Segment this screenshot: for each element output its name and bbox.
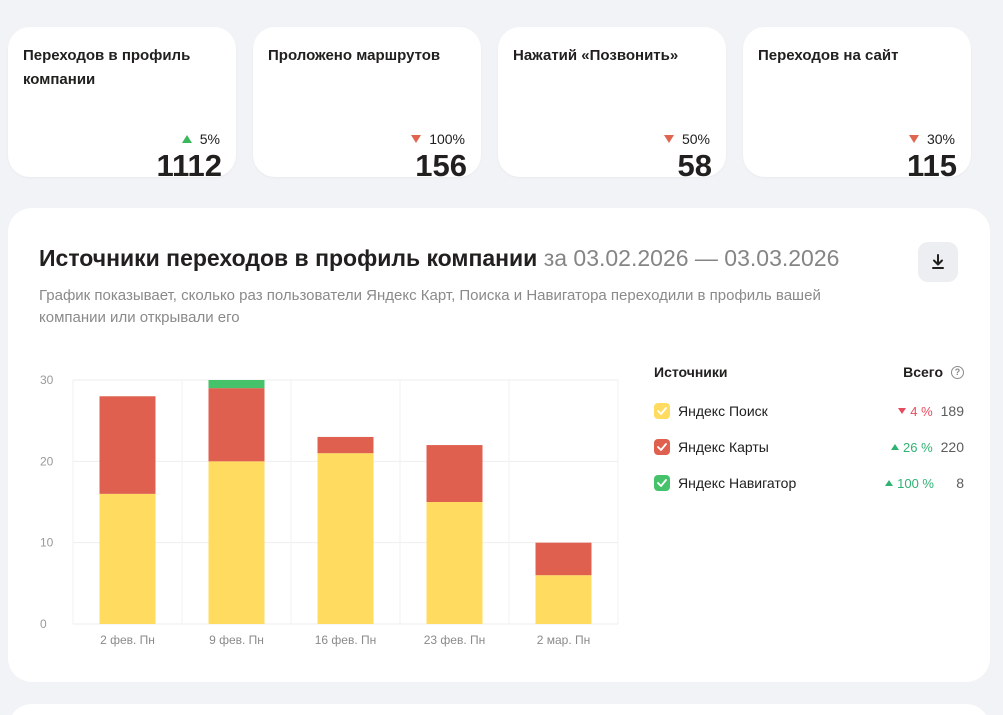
- arrow-down-icon: [898, 408, 907, 414]
- legend-item[interactable]: Яндекс Карты 26 % 220: [654, 429, 964, 465]
- legend-item-label: Яндекс Поиск: [678, 403, 768, 419]
- stat-card-title: Проложено маршрутов: [268, 47, 441, 64]
- y-tick-label: 20: [40, 454, 54, 468]
- panel-title: Источники переходов в профиль компании з…: [39, 243, 839, 273]
- panel-period: за 03.02.2026 — 03.03.2026: [543, 245, 840, 271]
- legend-item[interactable]: Яндекс Поиск 4 % 189: [654, 393, 964, 429]
- x-tick-label: 23 фев. Пн: [424, 633, 486, 647]
- legend-item-label: Яндекс Карты: [678, 439, 769, 455]
- stat-card-title: Нажатий «Позвонить»: [513, 47, 679, 64]
- sources-panel: Источники переходов в профиль компании з…: [8, 208, 990, 682]
- legend-item-total: 220: [940, 439, 964, 455]
- legend-header-label: Источники: [654, 364, 728, 380]
- legend-header-total: Всего ?: [903, 364, 964, 380]
- checkbox-checked-icon[interactable]: [654, 475, 670, 491]
- x-tick-label: 2 фев. Пн: [100, 633, 155, 647]
- stat-card-title: Переходов в профиль компании: [23, 47, 191, 88]
- bar-segment-maps[interactable]: [317, 436, 374, 454]
- panel-description: График показывает, сколько раз пользоват…: [39, 287, 821, 326]
- stat-card-delta: 30%: [908, 130, 955, 148]
- legend-item[interactable]: Яндекс Навигатор 100 % 8: [654, 465, 964, 501]
- y-tick-label: 30: [40, 373, 54, 387]
- chart-legend: Источники Всего ? Яндекс Поиск 4 % 189 Янде…: [654, 358, 964, 501]
- stat-card-delta-value: 50%: [681, 131, 710, 147]
- stat-card-value: 1112: [156, 148, 222, 183]
- checkbox-checked-icon[interactable]: [654, 439, 670, 455]
- x-tick-label: 9 фев. Пн: [209, 633, 264, 647]
- stat-card-calls[interactable]: Нажатий «Позвонить» 50% 58: [498, 27, 726, 183]
- question-circle-icon[interactable]: ?: [951, 365, 964, 379]
- stat-card-routes[interactable]: Проложено маршрутов 100% 156: [253, 27, 481, 183]
- stat-card-value: 115: [906, 148, 957, 183]
- y-tick-label: 0: [40, 617, 47, 631]
- arrow-down-icon: [908, 135, 919, 143]
- arrow-down-icon: [663, 135, 674, 143]
- stat-card-delta: 100%: [411, 130, 465, 148]
- stat-card-title: Переходов на сайт: [758, 47, 899, 64]
- stat-card-site-visits[interactable]: Переходов на сайт 30% 115: [743, 27, 971, 183]
- bar-segment-search[interactable]: [317, 453, 374, 624]
- bar-segment-search[interactable]: [208, 461, 265, 624]
- legend-item-delta-value: 100 %: [897, 475, 934, 491]
- legend-item-total: 8: [956, 475, 964, 491]
- stats-cards: Переходов в профиль компании 5% 1112 Про…: [8, 27, 971, 183]
- x-tick-label: 2 мар. Пн: [537, 633, 591, 647]
- stat-card-delta-value: 100%: [429, 131, 465, 147]
- legend-item-delta: 100 %: [885, 476, 934, 491]
- bar-segment-maps[interactable]: [426, 445, 483, 502]
- arrow-up-icon: [885, 480, 894, 486]
- stat-card-value: 156: [415, 148, 467, 183]
- stat-card-delta-value: 5%: [199, 131, 220, 147]
- bar-segment-maps[interactable]: [535, 542, 592, 576]
- legend-header: Источники Всего ?: [654, 358, 964, 386]
- legend-item-total: 189: [940, 403, 964, 419]
- stat-card-profile-visits[interactable]: Переходов в профиль компании 5% 1112: [8, 27, 236, 183]
- x-tick-label: 16 фев. Пн: [315, 633, 377, 647]
- stat-card-delta: 5%: [181, 130, 220, 148]
- legend-item-delta: 26 %: [891, 440, 933, 455]
- stat-card-delta-value: 30%: [926, 131, 955, 147]
- panel-title-text: Источники переходов в профиль компании: [39, 245, 538, 271]
- checkbox-checked-icon[interactable]: [654, 403, 670, 419]
- y-tick-label: 10: [40, 536, 54, 550]
- next-panel: [8, 704, 990, 715]
- stat-card-delta: 50%: [663, 130, 710, 148]
- arrow-up-icon: [891, 444, 899, 450]
- download-icon: [932, 254, 944, 269]
- sources-chart: 0 10 20 30 2 фев. Пн 9 фев. Пн 16 фев. Пн 23 фе…: [40, 373, 619, 647]
- bar-segment-search[interactable]: [99, 493, 156, 624]
- bar-segment-maps[interactable]: [208, 388, 265, 462]
- legend-header-total-label: Всего: [903, 364, 943, 380]
- legend-item-delta: 4 %: [898, 403, 933, 419]
- bar-segment-search[interactable]: [426, 502, 483, 624]
- download-button[interactable]: [918, 242, 958, 282]
- bar-segment-navigator[interactable]: [208, 380, 265, 389]
- legend-item-delta-value: 26 %: [903, 439, 933, 455]
- bar-segment-search[interactable]: [535, 575, 592, 624]
- arrow-down-icon: [411, 135, 422, 143]
- arrow-up-icon: [181, 135, 192, 143]
- stat-card-value: 58: [677, 148, 712, 183]
- legend-item-label: Яндекс Навигатор: [678, 475, 797, 491]
- bar-segment-maps[interactable]: [99, 396, 156, 494]
- legend-item-delta-value: 4 %: [910, 403, 933, 419]
